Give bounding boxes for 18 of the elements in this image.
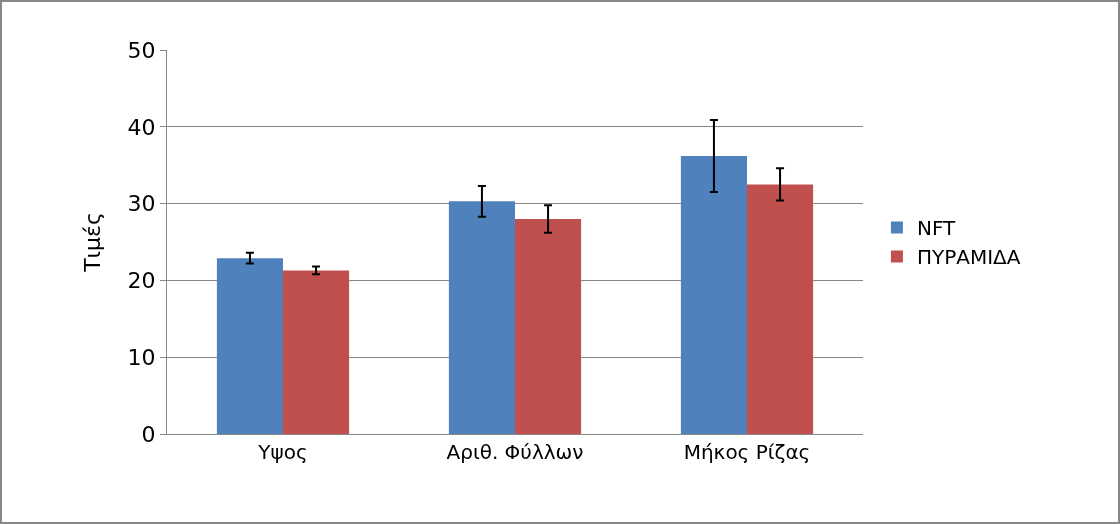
bar <box>448 201 515 434</box>
bar <box>283 270 350 434</box>
y-tick-label: 40 <box>127 114 156 140</box>
x-tick-label: Μήκος Ρίζας <box>683 440 811 464</box>
bar <box>515 218 582 434</box>
legend-label: NFT <box>916 216 957 241</box>
y-axis-title: Τιμές <box>80 212 106 273</box>
legend-label: ΠΥΡΑΜΙΔΑ <box>916 245 1021 270</box>
x-tick-label: Αριθ. Φύλλων <box>446 440 584 464</box>
y-tick-label: 30 <box>127 191 156 217</box>
y-tick-label: 20 <box>127 268 156 294</box>
bar <box>747 184 814 434</box>
y-tick-label: 50 <box>127 37 156 63</box>
x-tick-label: Υψος <box>257 440 308 464</box>
y-tick-label: 0 <box>141 421 156 447</box>
bar <box>216 258 283 434</box>
bar <box>680 155 747 434</box>
y-tick-label: 10 <box>127 344 156 370</box>
